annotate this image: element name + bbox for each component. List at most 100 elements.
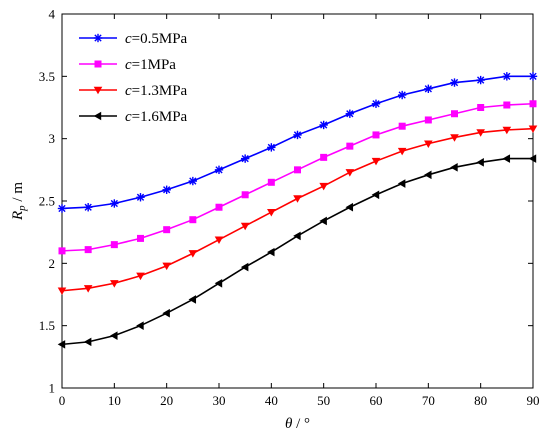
x-tick-label: 40: [265, 393, 278, 408]
data-point: [345, 169, 355, 177]
data-point: [267, 247, 275, 257]
data-point: [476, 75, 485, 85]
data-point: [267, 178, 275, 186]
data-point: [528, 125, 538, 133]
data-point: [528, 154, 537, 163]
legend-label-value: =1MPa: [132, 57, 177, 73]
data-point: [94, 60, 102, 68]
x-axis-label-symbol: θ: [285, 416, 293, 432]
y-tick-label: 2.5: [39, 194, 55, 209]
data-point: [503, 101, 511, 109]
x-tick-label: 30: [213, 393, 226, 408]
data-point: [476, 158, 484, 167]
series-line: [61, 127, 534, 292]
legend-entry: c=1MPa: [79, 57, 176, 73]
x-tick-label: 0: [59, 393, 66, 408]
data-point: [110, 241, 118, 249]
legend-label-var: c: [125, 83, 132, 99]
data-point: [136, 272, 145, 281]
series-3: [57, 125, 538, 296]
series-4: [57, 154, 537, 349]
data-point: [320, 153, 328, 161]
data-point: [424, 170, 432, 180]
data-point: [57, 204, 67, 213]
data-point: [93, 86, 103, 95]
data-point: [293, 231, 301, 241]
data-point: [214, 165, 224, 175]
series-2: [58, 100, 537, 255]
data-point: [502, 154, 511, 163]
x-tick-label: 20: [160, 393, 173, 408]
legend-entry: c=0.5MPa: [79, 31, 188, 47]
data-point: [240, 154, 250, 163]
data-point: [294, 166, 301, 174]
data-point: [58, 247, 66, 255]
data-point: [293, 195, 302, 203]
data-point: [424, 116, 432, 124]
data-point: [450, 78, 459, 87]
data-point: [371, 99, 381, 108]
data-point: [345, 202, 354, 212]
data-point: [319, 120, 328, 130]
data-point: [345, 109, 355, 118]
data-point: [502, 126, 512, 135]
data-point: [136, 193, 145, 202]
data-point: [214, 236, 224, 244]
data-point: [110, 331, 118, 340]
data-point: [476, 129, 485, 137]
data-point: [319, 182, 328, 191]
series-line: [61, 157, 533, 346]
data-point: [57, 340, 66, 349]
data-point: [215, 203, 223, 211]
y-tick-label: 4: [49, 7, 56, 22]
legend-label-var: c: [125, 57, 132, 73]
data-point: [188, 295, 197, 304]
legend-label-value: =1.6MPa: [132, 109, 188, 125]
data-point: [398, 122, 406, 130]
legend-label: c=1MPa: [125, 57, 176, 73]
data-point: [162, 185, 171, 194]
data-point: [346, 142, 354, 150]
data-point: [93, 33, 103, 43]
legend-entry: c=1.6MPa: [79, 109, 188, 125]
y-axis-label-subscript: p: [16, 205, 28, 212]
data-point: [529, 100, 537, 108]
legend-label: c=1.3MPa: [125, 83, 188, 99]
y-tick-label: 1.5: [39, 318, 55, 333]
axis-ticks: 0 10 20 30 40 50 60 70 80 90 1 1.5 2 2.5 3 3.5 4: [39, 7, 540, 409]
legend-label-var: c: [125, 31, 132, 47]
data-point: [502, 72, 512, 81]
data-point: [293, 130, 302, 140]
data-point: [110, 280, 119, 288]
data-point: [450, 163, 458, 172]
data-point: [83, 337, 92, 347]
x-tick-label: 60: [370, 393, 383, 408]
data-point: [162, 308, 170, 318]
data-point: [397, 90, 407, 100]
data-point: [319, 216, 327, 226]
data-point: [188, 176, 198, 186]
data-point: [267, 209, 276, 217]
x-axis-label: θ / °: [285, 416, 310, 432]
y-tick-label: 2: [49, 256, 56, 271]
series-layer: [57, 72, 538, 349]
data-point: [83, 203, 93, 212]
data-point: [424, 140, 433, 148]
x-tick-label: 90: [527, 393, 540, 408]
legend-entry: c=1.3MPa: [79, 83, 188, 99]
data-point: [371, 190, 380, 200]
data-point: [83, 285, 93, 293]
data-point: [162, 262, 171, 271]
data-point: [137, 234, 144, 242]
data-point: [371, 157, 381, 166]
data-point: [57, 287, 67, 296]
y-axis-label-symbol: R: [10, 211, 26, 221]
legend-label: c=0.5MPa: [125, 31, 188, 47]
y-tick-label: 3: [49, 131, 56, 146]
data-point: [241, 191, 249, 199]
data-point: [84, 246, 92, 254]
series-line: [61, 102, 534, 252]
data-point: [240, 222, 250, 231]
